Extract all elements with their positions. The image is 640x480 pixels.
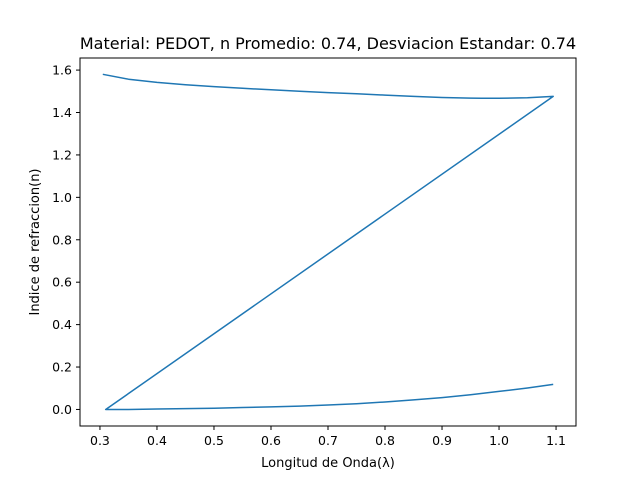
y-tick-label: 0.6	[52, 275, 72, 290]
x-axis-label: Longitud de Onda(λ)	[261, 456, 395, 471]
y-tick-label: 1.6	[52, 63, 72, 78]
y-tick-label: 1.4	[52, 105, 72, 120]
series-line	[102, 73, 554, 411]
x-tick-label: 0.7	[318, 433, 338, 448]
x-tick-label: 0.4	[147, 433, 167, 448]
y-tick-label: 1.2	[52, 147, 72, 162]
x-tick-label: 0.9	[432, 433, 452, 448]
x-tick-label: 1.1	[546, 433, 566, 448]
x-tick-label: 0.5	[204, 433, 224, 448]
x-tick-label: 0.3	[90, 433, 110, 448]
y-axis-label: Indice de refraccion(n)	[28, 168, 43, 315]
chart-title: Material: PEDOT, n Promedio: 0.74, Desvi…	[80, 34, 576, 53]
y-tick-label: 0.2	[52, 360, 72, 375]
x-tick-label: 0.8	[375, 433, 395, 448]
y-tick-label: 1.0	[52, 190, 72, 205]
x-tick-label: 1.0	[489, 433, 509, 448]
y-tick-label: 0.8	[52, 232, 72, 247]
x-axis: 0.3 0.4 0.5 0.6 0.7 0.8 0.9 1.0 1.1	[90, 426, 566, 448]
x-tick-label: 0.6	[261, 433, 281, 448]
y-tick-label: 0.4	[52, 317, 72, 332]
plot-frame	[79, 57, 577, 427]
y-axis: 0.0 0.2 0.4 0.6 0.8 1.0 1.2 1.4 1.6	[52, 63, 80, 417]
y-tick-label: 0.0	[52, 402, 72, 417]
